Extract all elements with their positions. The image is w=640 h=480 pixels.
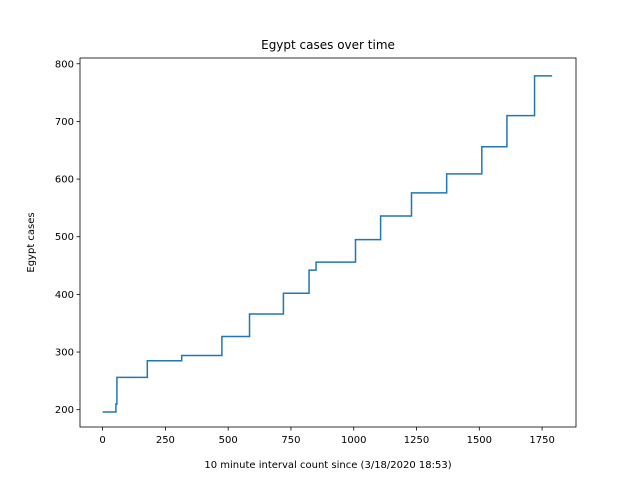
x-tick-label: 1000 [341, 435, 366, 446]
chart-title: Egypt cases over time [261, 38, 395, 52]
x-tick-label: 750 [281, 435, 300, 446]
y-tick-label: 600 [55, 175, 74, 186]
x-tick-label: 1750 [529, 435, 554, 446]
x-tick-label: 1500 [467, 435, 492, 446]
x-tick-label: 1250 [404, 435, 429, 446]
series-line-0 [102, 75, 553, 413]
plot-area [102, 75, 553, 413]
y-tick-label: 800 [55, 59, 74, 70]
y-tick-label: 700 [55, 117, 74, 128]
x-axis: 0 250 500 750 1000 1250 1500 1750 [99, 427, 555, 446]
y-tick-label: 400 [55, 290, 74, 301]
y-tick-label: 500 [55, 232, 74, 243]
x-tick-label: 250 [156, 435, 175, 446]
y-axis: 200 300 400 500 600 700 800 [55, 59, 80, 416]
x-axis-label: 10 minute interval count since (3/18/202… [204, 460, 451, 471]
x-tick-label: 500 [219, 435, 238, 446]
plot-frame [79, 57, 577, 428]
x-tick-label: 0 [99, 435, 105, 446]
y-tick-label: 300 [55, 348, 74, 359]
y-axis-label: Egypt cases [26, 212, 37, 272]
y-tick-label: 200 [55, 405, 74, 416]
